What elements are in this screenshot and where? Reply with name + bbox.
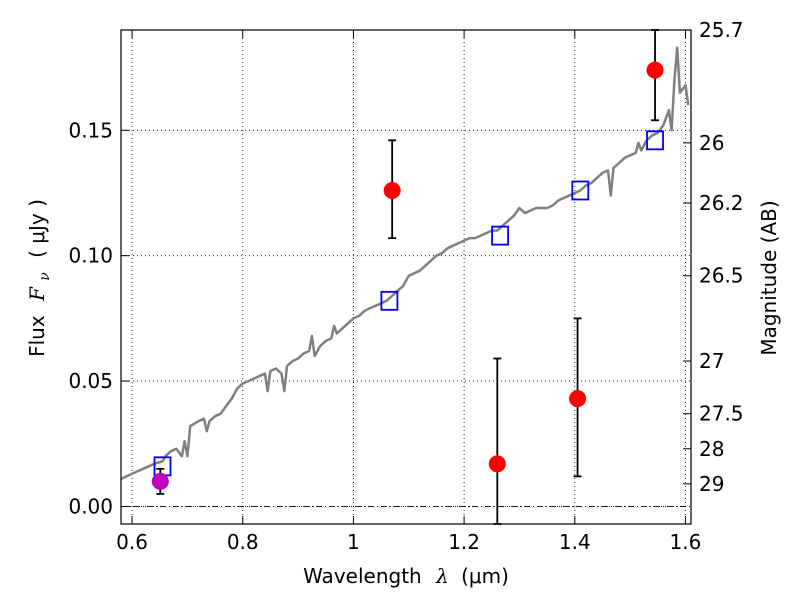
synthetic-square-marker: [380, 290, 399, 311]
y2-axis-title: Magnitude (AB): [757, 200, 781, 355]
y2-tick-label: 29: [699, 472, 724, 496]
y-tick-label: 0.10: [68, 244, 113, 268]
y-axis-symbol: F: [25, 286, 49, 302]
y-tick-label: 0.05: [68, 369, 113, 393]
y-axis-unit: ( μJy ): [25, 199, 49, 258]
x-tick-label: 1: [347, 530, 360, 554]
photometry-circle-marker: [488, 455, 506, 473]
axis-ticks: 0.6 0.8 1 1.2 1.4 1.6 0.00 0.05 0.10 0.15 25.7 26 26…: [68, 18, 743, 554]
x-tick-label: 1.6: [670, 530, 702, 554]
spectrum-line: [121, 46, 690, 481]
x-tick-label: 1.4: [559, 530, 591, 554]
x-tick-label: 0.6: [116, 530, 148, 554]
y2-tick-label: 25.7: [699, 18, 744, 42]
photometry-circle-marker: [646, 61, 664, 79]
plot-frame: [120, 29, 692, 525]
y2-tick-label: 26.2: [699, 191, 744, 215]
data-markers: [151, 61, 664, 490]
x-axis-title-prefix: Wavelength: [303, 564, 422, 588]
photometry-circle-marker: [151, 472, 169, 490]
x-axis-title: Wavelength λ (μm): [303, 564, 509, 588]
y-tick-label: 0.00: [68, 494, 113, 518]
y-axis-title-prefix: Flux: [25, 315, 49, 357]
x-axis-unit: (μm): [461, 564, 509, 588]
y2-tick-label: 26: [699, 131, 724, 155]
y2-tick-label: 27.5: [699, 402, 744, 426]
photometry-circle-marker: [383, 181, 401, 199]
synthetic-square-marker: [646, 130, 664, 151]
grid: [121, 30, 691, 524]
y2-tick-label: 28: [699, 437, 724, 461]
x-tick-label: 1.2: [448, 530, 480, 554]
model-spectrum-series: [121, 46, 690, 481]
y-axis-title: Flux F ν ( μJy ): [25, 199, 54, 357]
synthetic-square-marker: [571, 180, 590, 201]
x-axis-symbol: λ: [435, 564, 449, 588]
y-tick-label: 0.15: [68, 118, 113, 142]
synthetic-square-marker: [491, 225, 509, 246]
photometry-circle-marker: [569, 390, 587, 408]
y2-tick-label: 26.5: [699, 264, 744, 288]
x-tick-label: 0.8: [227, 530, 259, 554]
y2-tick-label: 27: [699, 349, 724, 373]
y-axis-subscript: ν: [37, 272, 53, 281]
